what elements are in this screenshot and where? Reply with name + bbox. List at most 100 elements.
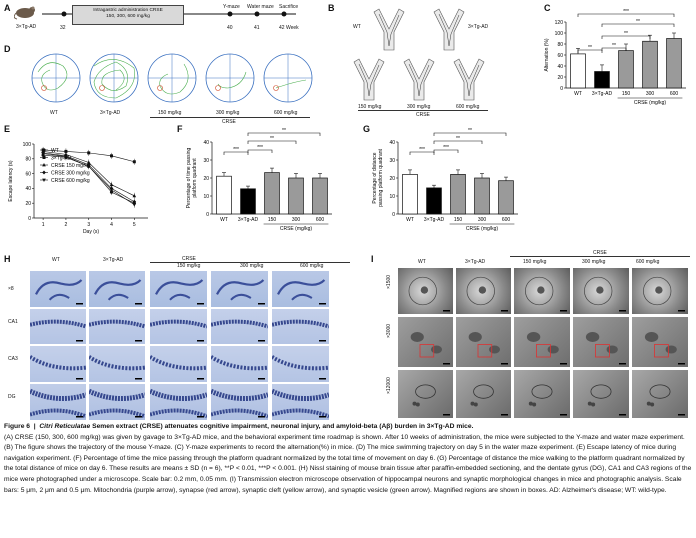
week-sacrifice: 42 Week: [279, 25, 299, 31]
y-tick-label: 0: [206, 212, 209, 218]
tem-micrograph: [573, 370, 629, 418]
sig-bracket: [247, 140, 297, 144]
tem-micrograph: [456, 370, 511, 418]
nissl-micrograph: [30, 346, 86, 382]
x-axis-label: Day (s): [83, 229, 99, 235]
nissl-micrograph: [150, 384, 207, 420]
sig-label: **: [612, 43, 616, 49]
administration-title: Intragastric administration CRSE: [93, 8, 163, 13]
nissl-micrograph: [30, 309, 86, 344]
x-tick-label: WT: [574, 91, 582, 97]
y-tick-label: 60: [25, 171, 31, 177]
data-point: [132, 203, 137, 207]
panel-e-label: E: [4, 124, 11, 134]
tem-micrograph: [514, 268, 570, 314]
bar: [312, 177, 328, 215]
tem-micrograph: [398, 370, 453, 418]
y-axis-label: Alternation (%): [544, 38, 550, 71]
x-tick-label: 150: [622, 91, 631, 97]
nissl-micrograph: [211, 309, 268, 344]
group-label: CRSE (mg/kg): [280, 226, 313, 232]
y-tick-label: 60: [557, 53, 563, 59]
data-point: [87, 151, 91, 155]
sig-bracket: [247, 132, 321, 136]
y-tick-label: 40: [557, 64, 563, 70]
legend-marker: [42, 156, 46, 159]
administration-doses: 150, 300, 600 mg/kg: [106, 14, 150, 19]
y-tick-label: 0: [560, 86, 563, 92]
event-sacrifice: Sacrifice: [279, 4, 299, 10]
event-watermaze: Water maze: [247, 4, 274, 10]
i-col-wt: WT: [418, 259, 426, 265]
caption-label: Figure 6: [4, 423, 31, 430]
nissl-micrograph: [272, 309, 329, 344]
sig-bracket: [577, 49, 603, 53]
chart-g: 0 10 20 30 40 Percentage of distancepassing p…: [372, 128, 518, 232]
y-tick-label: 20: [203, 176, 209, 182]
data-point: [109, 182, 114, 187]
watermaze-trajectories: [31, 53, 313, 103]
sig-bracket: [601, 35, 651, 39]
h-col-300: 300 mg/kg: [240, 263, 264, 269]
data-point: [41, 152, 45, 156]
pool-300: [205, 53, 255, 103]
x-tick-label: 1: [42, 222, 45, 228]
x-tick-label: 4: [110, 222, 113, 228]
bar: [594, 71, 610, 89]
y-tick-label: 120: [555, 20, 564, 26]
y-tick-label: 20: [25, 201, 31, 207]
nissl-micrograph: [150, 309, 207, 344]
nissl-micrograph: [272, 346, 329, 382]
sig-bracket: [433, 140, 483, 144]
legend-label: 3×Tg-AD: [51, 155, 72, 161]
i-row-1500: ×1500: [386, 274, 392, 289]
caption-title: Semen extract (CRSE) attenuates cognitiv…: [90, 423, 474, 430]
pool-label-300: 300 mg/kg: [216, 110, 240, 116]
panel-a-label: A: [4, 3, 11, 13]
y-tick-label: 40: [25, 186, 31, 192]
tem-micrograph: [632, 268, 688, 314]
panel-b-label: B: [328, 3, 335, 13]
nissl-micrograph: [30, 271, 86, 307]
data-point: [132, 193, 137, 198]
ymaze-group: CRSE: [416, 112, 430, 118]
y-tick-label: 0: [392, 212, 395, 218]
sig-label: **: [270, 136, 274, 142]
x-tick-label: WT: [406, 217, 414, 223]
nissl-micrograph: [89, 346, 145, 382]
h-row-dg: DG: [8, 394, 16, 400]
nissl-micrograph: [150, 346, 207, 382]
h-col-150: 150 mg/kg: [177, 263, 201, 269]
bar: [450, 174, 466, 215]
chart-c: 0 20 40 60 80 100 120 Alternation (%) WT 3×Tg-AD 1…: [544, 9, 686, 106]
sig-label: ***: [233, 147, 239, 153]
y-tick-label: 80: [557, 42, 563, 48]
caption-body: (A) CRSE (150, 300, 600 mg/kg) was given…: [4, 433, 692, 494]
x-tick-label: 150: [454, 217, 463, 223]
sig-label: **: [468, 128, 472, 134]
y-axis-label: Escape latency (s): [8, 160, 14, 201]
bar: [642, 40, 658, 89]
pool-label-150: 150 mg/kg: [158, 110, 182, 116]
sig-bracket: [577, 13, 675, 17]
sig-label: ***: [257, 145, 263, 151]
bar: [426, 187, 442, 215]
sig-bracket: [247, 149, 273, 153]
i-col-300: 300 mg/kg: [582, 259, 606, 265]
sig-label: **: [282, 128, 286, 134]
x-tick-label: 300: [292, 217, 301, 223]
sig-label: ***: [623, 9, 629, 15]
chart-e: 0 20 40 60 80 100 1 2 3 4 5 Day (s) Escape latency (…: [8, 142, 148, 235]
x-tick-label: 2: [65, 222, 68, 228]
i-col-150: 150 mg/kg: [523, 259, 547, 265]
x-tick-label: 3×Tg-AD: [238, 217, 259, 223]
legend-label: CRSE 150 mg/kg: [51, 163, 90, 169]
bar: [264, 172, 280, 215]
y-axis-label: Percentage of time passingplatform quadr…: [186, 147, 198, 208]
sig-label: **: [588, 45, 592, 51]
ymaze-tg: 3×Tg-AD: [468, 24, 489, 30]
y-tick-label: 40: [203, 140, 209, 146]
bar: [570, 53, 586, 89]
tem-micrograph: [632, 317, 688, 367]
sig-bracket: [409, 151, 435, 155]
